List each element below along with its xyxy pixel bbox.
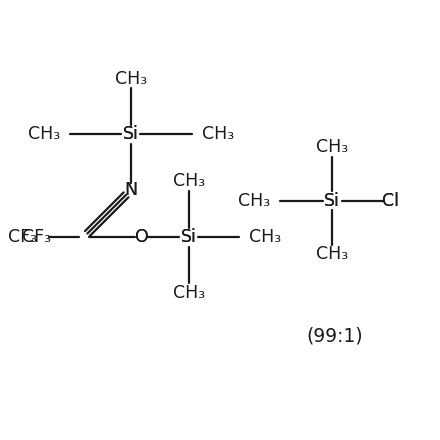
Text: CH₃: CH₃ (238, 192, 270, 210)
Text: CH₃: CH₃ (172, 284, 205, 302)
Text: Si: Si (324, 192, 340, 210)
Text: (99:1): (99:1) (306, 326, 363, 345)
Text: N: N (125, 181, 137, 199)
Text: O: O (135, 228, 148, 246)
Text: CH₃: CH₃ (172, 172, 205, 191)
Text: O: O (135, 228, 148, 246)
Text: Si: Si (123, 125, 139, 143)
Text: Si: Si (181, 228, 197, 246)
Text: Si: Si (123, 125, 139, 143)
Text: CF₃: CF₃ (22, 228, 51, 246)
Text: CF₃: CF₃ (7, 228, 37, 246)
Text: CH₃: CH₃ (316, 138, 348, 156)
Text: CH₃: CH₃ (28, 125, 60, 143)
Text: Si: Si (181, 228, 197, 246)
Text: Si: Si (324, 192, 340, 210)
Text: Cl: Cl (381, 192, 399, 210)
Text: Cl: Cl (381, 192, 399, 210)
Text: CH₃: CH₃ (202, 125, 234, 143)
Text: CH₃: CH₃ (316, 245, 348, 263)
Text: CH₃: CH₃ (115, 70, 147, 88)
Text: N: N (125, 181, 137, 199)
Text: CH₃: CH₃ (249, 228, 281, 246)
